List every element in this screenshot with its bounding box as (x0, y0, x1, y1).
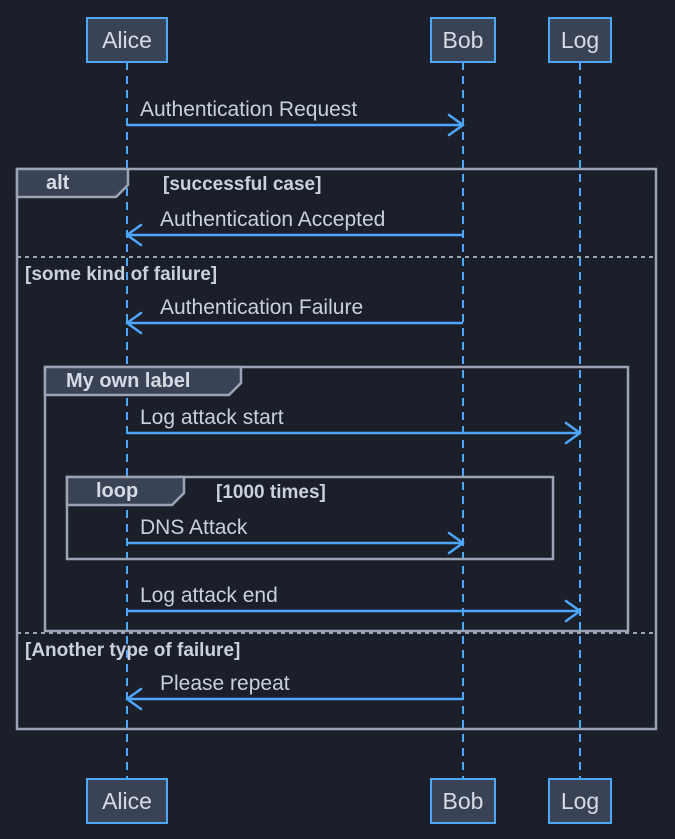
frame-alt-condition: [successful case] (163, 174, 321, 195)
actor-bob-bot-label: Bob (443, 788, 484, 814)
message-m6-label: Log attack end (140, 584, 278, 607)
divider-d1-label: [some kind of failure] (25, 264, 217, 285)
message-m3-label: Authentication Failure (160, 296, 363, 319)
actor-alice-bot: Alice (87, 779, 167, 823)
actor-log-bot: Log (549, 779, 611, 823)
actor-log-top-label: Log (561, 27, 599, 53)
message-m5-label: DNS Attack (140, 516, 248, 539)
frame-loop-condition: [1000 times] (216, 482, 326, 503)
actor-alice-bot-label: Alice (102, 788, 152, 814)
actor-log-bot-label: Log (561, 788, 599, 814)
actor-alice-top: Alice (87, 18, 167, 62)
actor-log-top: Log (549, 18, 611, 62)
actor-bob-bot: Bob (431, 779, 495, 823)
message-m4-label: Log attack start (140, 406, 284, 429)
actor-bob-top: Bob (431, 18, 495, 62)
frame-loop-label: loop (96, 480, 138, 502)
frame-alt-label: alt (46, 172, 70, 194)
actor-bob-top-label: Bob (443, 27, 484, 53)
frame-own-label: My own label (66, 370, 190, 392)
message-m1-label: Authentication Request (140, 98, 357, 121)
message-m2-label: Authentication Accepted (160, 208, 385, 231)
divider-d2-label: [Another type of failure] (25, 640, 240, 661)
actor-alice-top-label: Alice (102, 27, 152, 53)
frame-alt-tab (17, 169, 128, 197)
message-m7-label: Please repeat (160, 672, 290, 695)
